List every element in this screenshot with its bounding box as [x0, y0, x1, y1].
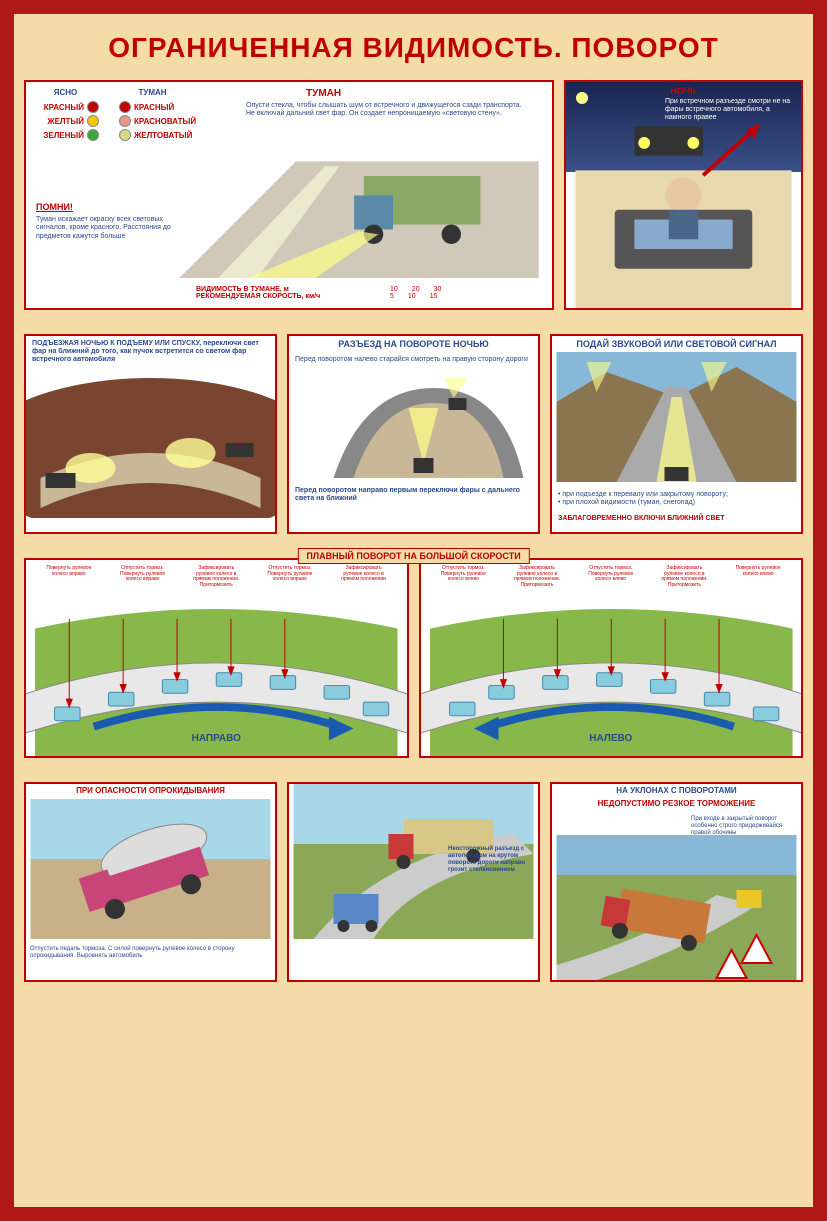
col-fog: ТУМАН [119, 88, 186, 97]
fog-table: ВИДИМОСТЬ В ТУМАНЕ, м 10 20 30 РЕКОМЕНДУ… [196, 286, 441, 300]
fog-advice: Опусти стекла, чтобы слышать шум от встр… [246, 102, 546, 119]
panel-night-turn-pass: РАЗЪЕЗД НА ПОВОРОТЕ НОЧЬЮ Перед поворото… [287, 334, 540, 534]
panel-turn-left: Отпустить тормоз. Повернуть рулевое коле… [419, 558, 804, 758]
col-clear: ЯСНО [32, 88, 99, 97]
page-title: ОГРАНИЧЕННАЯ ВИДИМОСТЬ. ПОВОРОТ [24, 32, 803, 64]
row-3: Повернуть рулевое колесо вправо Отпустит… [24, 558, 803, 758]
dot-yellow [87, 115, 99, 127]
panel-rollover: ПРИ ОПАСНОСТИ ОПРОКИДЫВАНИЯ Отпустить пе… [24, 782, 277, 982]
panel-careless-pass: Неосторожный разъезд с автопоездом на кр… [287, 782, 540, 982]
dot-green [87, 129, 99, 141]
pomni-block: ПОМНИ! Туман искажает окраску всех свето… [36, 202, 186, 241]
fog-title: ТУМАН [306, 88, 341, 99]
night-panel: НОЧЬ При встречном разъезде смотри не на… [564, 80, 803, 310]
fog-illustration [176, 142, 542, 278]
dot-red [87, 101, 99, 113]
fog-panel: ТУМАН Опусти стекла, чтобы слышать шум о… [24, 80, 554, 310]
panel-hill-approach: ПОДЪЕЗЖАЯ НОЧЬЮ К ПОДЪЕМУ ИЛИ СПУСКУ, пе… [24, 334, 277, 534]
row-1: ТУМАН Опусти стекла, чтобы слышать шум о… [24, 80, 803, 310]
row-4: ПРИ ОПАСНОСТИ ОПРОКИДЫВАНИЯ Отпустить пе… [24, 782, 803, 982]
row3-header: ПЛАВНЫЙ ПОВОРОТ НА БОЛЬШОЙ СКОРОСТИ [297, 548, 529, 564]
panel-sharp-brake: НА УКЛОНАХ С ПОВОРОТАМИ НЕДОПУСТИМО РЕЗК… [550, 782, 803, 982]
panel-signal: ПОДАЙ ЗВУКОВОЙ ИЛИ СВЕТОВОЙ СИГНАЛ • при… [550, 334, 803, 534]
row-2: ПОДЪЕЗЖАЯ НОЧЬЮ К ПОДЪЕМУ ИЛИ СПУСКУ, пе… [24, 334, 803, 534]
panel-turn-right: Повернуть рулевое колесо вправо Отпустит… [24, 558, 409, 758]
